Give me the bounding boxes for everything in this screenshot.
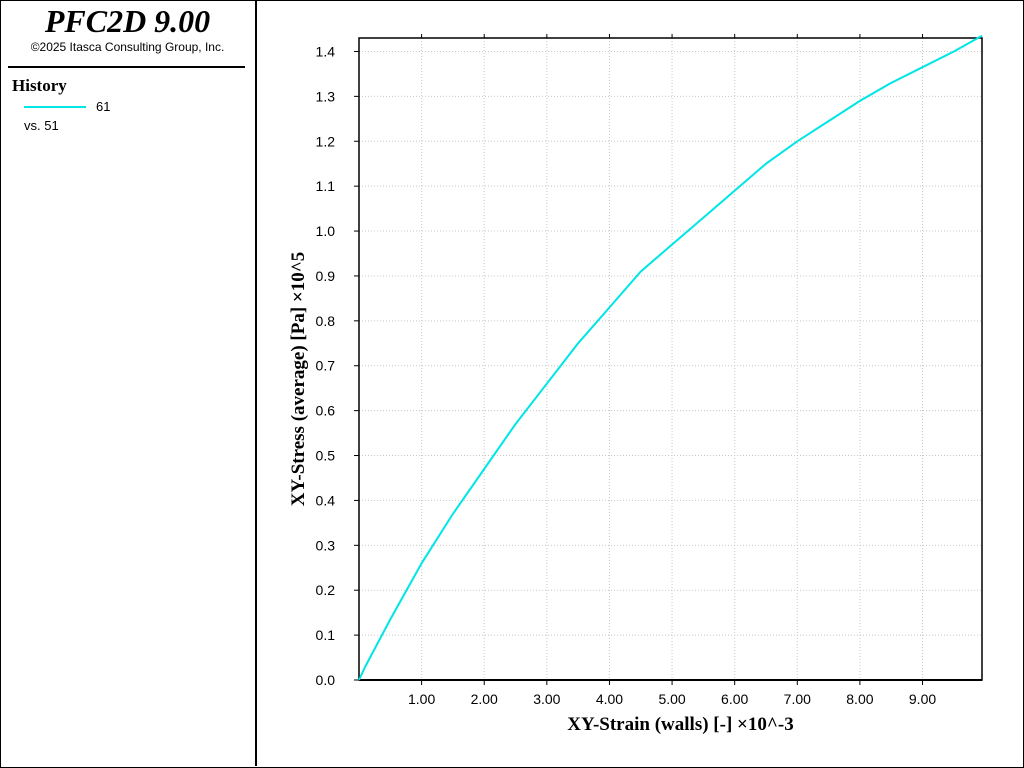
app-title: PFC2D 9.00: [44, 3, 211, 39]
divider: [8, 66, 245, 68]
y-tick-label: 0.7: [316, 358, 336, 374]
legend-series-label: 61: [96, 99, 111, 114]
x-tick-label: 9.00: [909, 691, 936, 707]
series-line-61: [358, 34, 983, 681]
y-tick-label: 0.1: [316, 627, 336, 643]
y-tick-label: 0.2: [316, 582, 336, 598]
y-tick-label: 0.3: [316, 537, 336, 553]
series-layer: [358, 34, 983, 681]
grid: [359, 38, 982, 680]
x-tick-label: 1.00: [408, 691, 435, 707]
x-tick-label: 5.00: [658, 691, 685, 707]
y-tick-label: 1.4: [316, 43, 336, 59]
x-tick-label: 8.00: [846, 691, 873, 707]
y-tick-label: 1.0: [316, 223, 336, 239]
x-tick-label: 6.00: [721, 691, 748, 707]
y-tick-label: 1.2: [316, 133, 336, 149]
x-tick-label: 2.00: [471, 691, 498, 707]
y-tick-label: 1.3: [316, 88, 336, 104]
y-tick-label: 0.6: [316, 403, 336, 419]
legend-heading: History: [12, 76, 67, 95]
legend-panel: PFC2D 9.00 ©2025 Itasca Consulting Group…: [0, 0, 257, 766]
legend-series-vs-label: vs. 51: [24, 118, 59, 133]
y-tick-label: 0.0: [316, 672, 336, 688]
x-axis-ticks: 1.00 2.00 3.00 4.00 5.00 6.00 7.00 8.00 9.00: [408, 34, 936, 707]
copyright-text: ©2025 Itasca Consulting Group, Inc.: [30, 40, 225, 54]
x-tick-label: 4.00: [596, 691, 623, 707]
y-tick-label: 0.9: [316, 268, 336, 284]
legend-series-swatch: [24, 106, 86, 108]
x-tick-label: 3.00: [533, 691, 560, 707]
y-axis-ticks: 0.0 0.1 0.2 0.3 0.4 0.5 0.6 0.7 0.8 0.9 1.0 1.1 1.2 1…: [316, 43, 359, 688]
x-tick-label: 7.00: [784, 691, 811, 707]
plot-area-frame: [358, 37, 983, 681]
y-tick-label: 0.5: [316, 448, 336, 464]
x-axis-label: XY-Strain (walls) [-] ×10^-3: [567, 714, 793, 735]
y-tick-label: 1.1: [316, 178, 336, 194]
y-axis-label: XY-Stress (average) [Pa] ×10^5: [288, 252, 309, 507]
y-tick-label: 0.8: [316, 313, 336, 329]
y-tick-label: 0.4: [316, 492, 336, 508]
